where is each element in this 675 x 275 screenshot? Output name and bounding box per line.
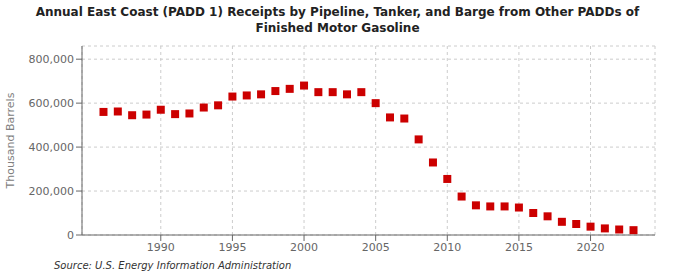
svg-text:Thousand Barrels: Thousand Barrels <box>8 92 17 189</box>
svg-text:800,000: 800,000 <box>29 53 75 66</box>
svg-text:2010: 2010 <box>433 241 461 254</box>
svg-text:1995: 1995 <box>218 241 246 254</box>
svg-text:2000: 2000 <box>290 241 318 254</box>
html-text:Finished Motor Gasoline: Finished Motor Gasoline <box>255 21 420 35</box>
svg-text:2020: 2020 <box>577 241 605 254</box>
html-text:Annual East Coast (PADD 1) Rec: Annual East Coast (PADD 1) Receipts by P… <box>35 5 640 19</box>
svg-text:2015: 2015 <box>505 241 533 254</box>
html-text:Source: U.S. Energy Informatio: Source: U.S. Energy Information Administ… <box>54 260 292 271</box>
svg-text:600,000: 600,000 <box>29 97 75 110</box>
svg-text:200,000: 200,000 <box>29 185 75 198</box>
svg-text:400,000: 400,000 <box>29 141 75 154</box>
svg-text:2005: 2005 <box>362 241 390 254</box>
svg-text:1990: 1990 <box>147 241 175 254</box>
svg-text:0: 0 <box>67 229 74 242</box>
